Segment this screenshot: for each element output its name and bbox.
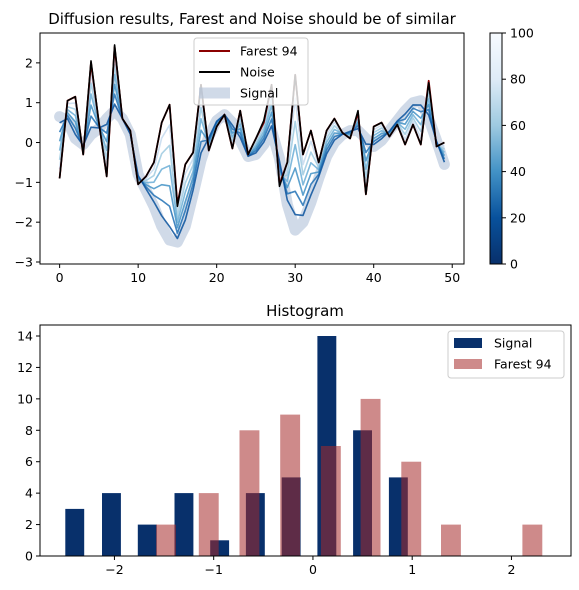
x-tick-label: 0 [56,270,64,285]
histogram-title: Histogram [266,302,344,320]
histogram-legend-farest-label: Farest 94 [494,357,552,372]
histogram-legend-signal-swatch [454,338,482,348]
y-tick-label: 2 [25,517,33,532]
y-tick-label: −2 [15,215,33,230]
colorbar-tick-label: 20 [510,210,526,225]
legend-signal-label: Signal [240,86,278,101]
histogram-plot-frame [39,324,572,557]
legend-noise-label: Noise [240,65,275,80]
colorbar: 0 20 40 60 80 100 [489,26,534,272]
y-tick-label: 10 [17,391,33,406]
y-tick-label: 2 [25,55,33,70]
colorbar-axis: 0 20 40 60 80 100 [502,26,534,272]
x-tick-label: 10 [130,270,146,285]
noise-line [58,44,445,208]
x-tick-label: −1 [204,562,222,577]
histogram-y-axis: 0 2 4 6 8 10 12 14 [17,329,40,564]
diffusion-chart: Diffusion results, Farest and Noise shou… [15,10,534,285]
y-tick-label: 6 [25,454,33,469]
x-tick-label: 1 [408,562,416,577]
colorbar-tick-label: 0 [510,257,518,272]
colorbar-tick-label: 40 [510,164,526,179]
colorbar-tick-label: 80 [510,72,526,87]
y-tick-label: 0 [25,549,33,564]
diffusion-plot-area [54,44,450,248]
diffusion-legend: Farest 94 Noise Signal [193,37,309,106]
y-tick-label: −1 [15,175,33,190]
farest-bar [198,493,219,556]
legend-farest-label: Farest 94 [240,44,298,59]
y-tick-label: 8 [25,423,33,438]
colorbar-gradient [489,32,503,265]
x-tick-label: 40 [366,270,382,285]
farest-bar [239,430,260,556]
diffusion-chart-title: Diffusion results, Farest and Noise shou… [48,10,456,28]
x-tick-label: 50 [444,270,460,285]
y-tick-label: 12 [17,360,33,375]
farest-bar [156,524,176,556]
histogram-x-axis: −2 −1 0 1 2 [105,556,515,577]
farest-bar [320,446,341,556]
y-tick-label: 1 [25,95,33,110]
x-tick-label: 30 [287,270,303,285]
signal-line [54,95,450,248]
diffusion-step-line [59,103,446,240]
colorbar-tick-label: 60 [510,118,526,133]
farest-bar [360,398,381,556]
signal-bar [102,493,121,556]
signal-bar [174,493,194,556]
signal-bar [65,508,85,556]
y-tick-label: 4 [25,486,33,501]
x-tick-label: 20 [209,270,225,285]
y-tick-label: 0 [25,135,33,150]
farest-bar [522,524,543,556]
farest-bar [280,414,301,556]
diffusion-x-axis: 0 10 20 30 40 50 [56,264,460,285]
histogram-legend-signal-label: Signal [494,336,532,351]
histogram-legend: Signal Farest 94 [447,330,565,379]
x-tick-label: 0 [309,562,317,577]
diffusion-plot-frame [39,32,465,265]
farest-bar [401,461,422,556]
signal-bar [137,524,157,556]
colorbar-tick-label: 100 [510,26,534,41]
diffusion-y-axis: −3 −2 −1 0 1 2 [15,55,40,270]
y-tick-label: 14 [17,329,33,344]
histogram-legend-farest-swatch [454,359,482,369]
histogram-plot-area [65,336,543,556]
x-tick-label: −2 [105,562,123,577]
farest-bar [441,524,461,556]
y-tick-label: −3 [15,255,33,270]
x-tick-label: 2 [507,562,515,577]
